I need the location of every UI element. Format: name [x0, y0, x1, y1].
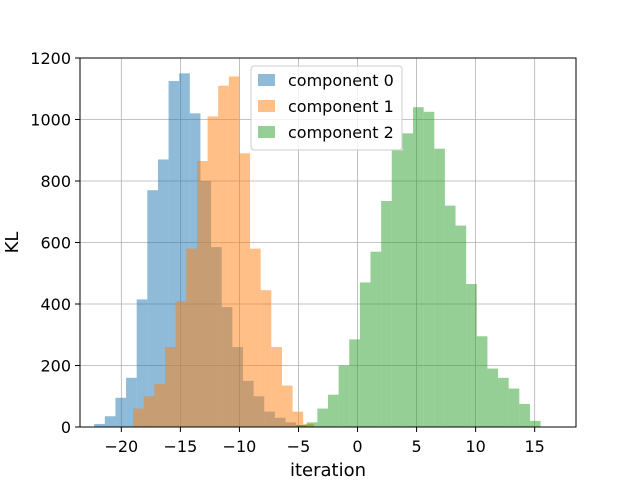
- histogram-bar: [455, 225, 467, 427]
- y-axis-ticks: 0 200 400 600 800 1000 1200: [30, 49, 80, 437]
- y-tick-label: 400: [40, 295, 71, 314]
- histogram-bar: [133, 408, 144, 427]
- histogram-bar: [154, 383, 166, 427]
- x-tick-label: −10: [223, 437, 257, 456]
- histogram-bar: [207, 116, 219, 428]
- histogram-bar: [529, 420, 541, 427]
- histogram-bar: [444, 205, 456, 427]
- histogram-bar: [349, 339, 360, 427]
- histogram-bar: [175, 300, 187, 427]
- x-tick-label: −5: [287, 437, 311, 456]
- legend-swatch: [258, 100, 275, 112]
- histogram-bar: [381, 200, 392, 427]
- histogram-bar: [508, 388, 520, 427]
- histogram-bar: [519, 403, 530, 427]
- histogram-bar: [94, 423, 105, 427]
- legend-label: component 2: [288, 123, 394, 142]
- histogram-bar: [338, 365, 350, 427]
- y-tick-label: 200: [40, 357, 71, 376]
- histogram-bar: [186, 248, 197, 427]
- histogram-bar: [402, 133, 414, 427]
- legend-label: component 1: [288, 97, 394, 116]
- histogram-bar: [413, 107, 424, 427]
- x-tick-label: −20: [104, 437, 138, 456]
- histogram-bar: [391, 150, 403, 427]
- histogram-bar: [281, 385, 293, 427]
- y-tick-label: 600: [40, 234, 71, 253]
- legend-box: [250, 65, 403, 151]
- histogram-bar: [157, 159, 169, 427]
- histogram-bar: [370, 251, 382, 427]
- histogram-bar: [476, 336, 488, 427]
- y-tick-label: 800: [40, 172, 71, 191]
- histogram-bar: [126, 377, 137, 427]
- histogram-bar: [143, 396, 155, 427]
- histogram-bar: [260, 290, 272, 427]
- histogram-bar: [306, 422, 318, 427]
- histogram-bar: [250, 248, 261, 427]
- histogram-bar: [292, 411, 304, 427]
- x-axis-label: iteration: [290, 460, 366, 480]
- histogram-bar: [165, 347, 176, 427]
- x-tick-label: 5: [411, 437, 421, 456]
- histogram-bar: [359, 282, 371, 427]
- histogram-bar: [328, 394, 339, 427]
- histogram-bar: [218, 85, 229, 428]
- histogram-bar: [179, 73, 190, 427]
- x-axis-ticks: −20 −15 −10 −5 0 5 10 15: [104, 427, 545, 456]
- histogram-bar: [434, 148, 445, 427]
- y-tick-label: 0: [61, 418, 71, 437]
- x-tick-label: 10: [465, 437, 485, 456]
- histogram-bar: [423, 111, 435, 427]
- histogram-bar: [115, 397, 127, 427]
- histogram-bar: [296, 425, 307, 427]
- histogram-bar: [271, 347, 282, 427]
- histogram-bar: [104, 416, 116, 427]
- legend-label: component 0: [288, 71, 394, 90]
- histogram-bar: [466, 284, 477, 427]
- y-tick-label: 1200: [30, 49, 71, 68]
- histogram-bar: [147, 190, 158, 427]
- y-axis-label: KL: [2, 232, 23, 254]
- legend-swatch: [258, 74, 275, 86]
- legend: component 0 component 1 component 2: [250, 65, 403, 151]
- histogram-bar: [228, 76, 240, 427]
- x-tick-label: 0: [352, 437, 362, 456]
- histogram-bar: [136, 299, 148, 427]
- histogram-bar: [196, 161, 208, 427]
- histogram-bar: [487, 368, 499, 427]
- legend-swatch: [258, 126, 275, 138]
- histogram-bar: [317, 408, 328, 427]
- histogram-bar: [239, 153, 251, 427]
- histogram-bar: [168, 81, 180, 427]
- histogram-bar: [498, 377, 509, 427]
- bars: [94, 73, 541, 428]
- y-tick-label: 1000: [30, 111, 71, 130]
- x-tick-label: −15: [163, 437, 197, 456]
- x-tick-label: 15: [524, 437, 544, 456]
